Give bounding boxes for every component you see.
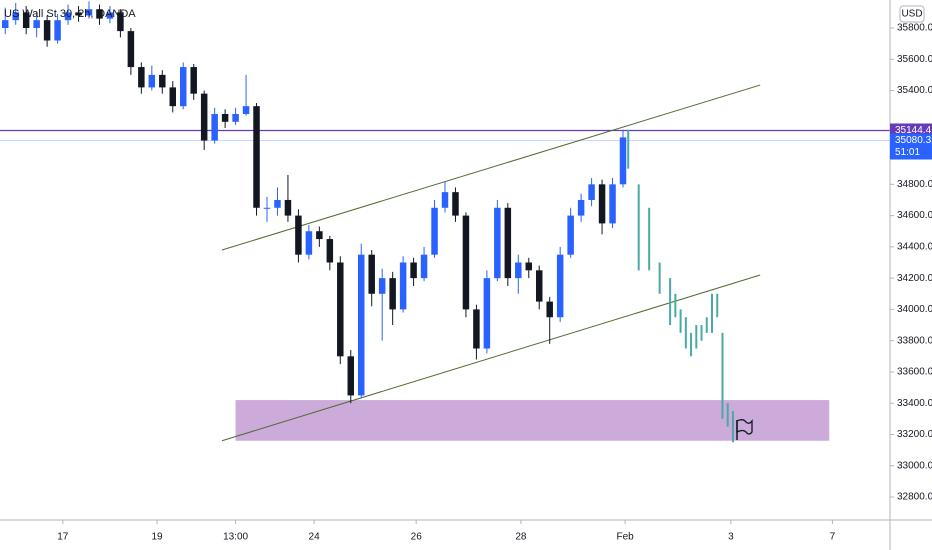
y-tick-label: 35400.0 (897, 85, 932, 96)
candle-body (494, 207, 501, 279)
x-tick-label: 7 (830, 532, 836, 543)
candle-body (588, 184, 595, 200)
candle-body (378, 278, 386, 294)
candle-body (106, 12, 114, 19)
y-tick-label: 32800.0 (897, 492, 932, 503)
symbol-title: US Wall St 30, 2h, OANDA (4, 8, 136, 20)
candle-body (242, 106, 250, 114)
candle-body (357, 254, 365, 396)
candle-body (253, 106, 260, 208)
candle-body (609, 184, 616, 224)
x-tick-label: 19 (151, 532, 163, 543)
flag-icon (736, 419, 753, 440)
candle-body (389, 278, 396, 310)
candle-body (85, 9, 93, 16)
candle-body (441, 192, 449, 208)
candle-body (232, 113, 239, 122)
trendline (221, 84, 761, 251)
candle-body (473, 309, 480, 349)
support-zone (235, 400, 830, 441)
candle-body (483, 278, 491, 349)
candle-body (305, 231, 313, 255)
price-label-box (890, 133, 932, 160)
candle-body (159, 74, 166, 88)
x-tick-label: 17 (57, 532, 69, 543)
currency-label[interactable]: USD (901, 9, 922, 20)
candle-body (546, 301, 553, 318)
candle-body (410, 262, 417, 279)
candle-body (295, 215, 302, 255)
x-tick-label: 26 (411, 532, 423, 543)
candle-body (326, 239, 334, 263)
candle-body (274, 199, 281, 208)
candle-body (127, 31, 135, 68)
candle-body (337, 262, 344, 357)
candle-body (284, 199, 292, 216)
countdown-label: 51:01 (895, 147, 920, 158)
price-label: 35080.3 (895, 135, 932, 146)
y-tick-label: 33200.0 (897, 429, 932, 440)
candle-body (399, 262, 407, 310)
x-tick-label: 3 (728, 532, 734, 543)
candle-body (148, 74, 156, 88)
candle-body (138, 67, 145, 88)
y-tick-label: 33800.0 (897, 335, 932, 346)
plot-area (0, 1, 890, 443)
candle-body (64, 12, 72, 21)
candle-body (535, 270, 543, 302)
candle-body (75, 12, 82, 16)
candle-body (263, 207, 271, 209)
candle-body (221, 113, 229, 122)
y-tick-label: 33600.0 (897, 367, 932, 378)
y-tick-label: 34000.0 (897, 304, 932, 315)
y-tick-label: 34200.0 (897, 273, 932, 284)
candle-body (316, 231, 323, 240)
candle-body (577, 199, 585, 216)
candle-body (368, 254, 375, 294)
candle-body (515, 262, 522, 279)
y-tick-label: 35800.0 (897, 23, 932, 34)
x-tick-label: Feb (616, 532, 634, 543)
y-tick-label: 34800.0 (897, 179, 932, 190)
candle-body (43, 20, 51, 41)
candle-body (1, 20, 9, 28)
currency-box[interactable] (899, 5, 925, 23)
y-tick-label: 35600.0 (897, 54, 932, 65)
candle-body (200, 93, 208, 141)
candle-body (22, 12, 30, 28)
candle-body (619, 137, 627, 185)
candle-body (567, 215, 574, 255)
candle-body (12, 12, 19, 21)
candle-body (347, 356, 355, 396)
candle-body (117, 12, 124, 32)
candle-body (504, 207, 512, 279)
candle-body (211, 113, 218, 141)
x-tick-label: 28 (515, 532, 527, 543)
candle-body (598, 184, 606, 224)
candle-body (462, 215, 470, 310)
y-tick-label: 33000.0 (897, 460, 932, 471)
price-label: 35144.4 (895, 125, 932, 136)
y-tick-label: 34600.0 (897, 210, 932, 221)
candle-body (556, 254, 564, 318)
candle-body (431, 207, 438, 255)
candle-body (33, 20, 40, 28)
candle-body (169, 87, 177, 107)
candle-body (190, 67, 197, 94)
candle-body (96, 9, 103, 19)
candle-body (179, 67, 187, 107)
x-tick-label: 24 (309, 532, 321, 543)
y-tick-label: 33400.0 (897, 398, 932, 409)
candle-body (452, 192, 459, 216)
x-tick-label: 13:00 (223, 532, 248, 543)
candle-body (525, 262, 533, 271)
y-tick-label: 34400.0 (897, 242, 932, 253)
candle-body (420, 254, 428, 279)
candle-body (54, 20, 61, 41)
